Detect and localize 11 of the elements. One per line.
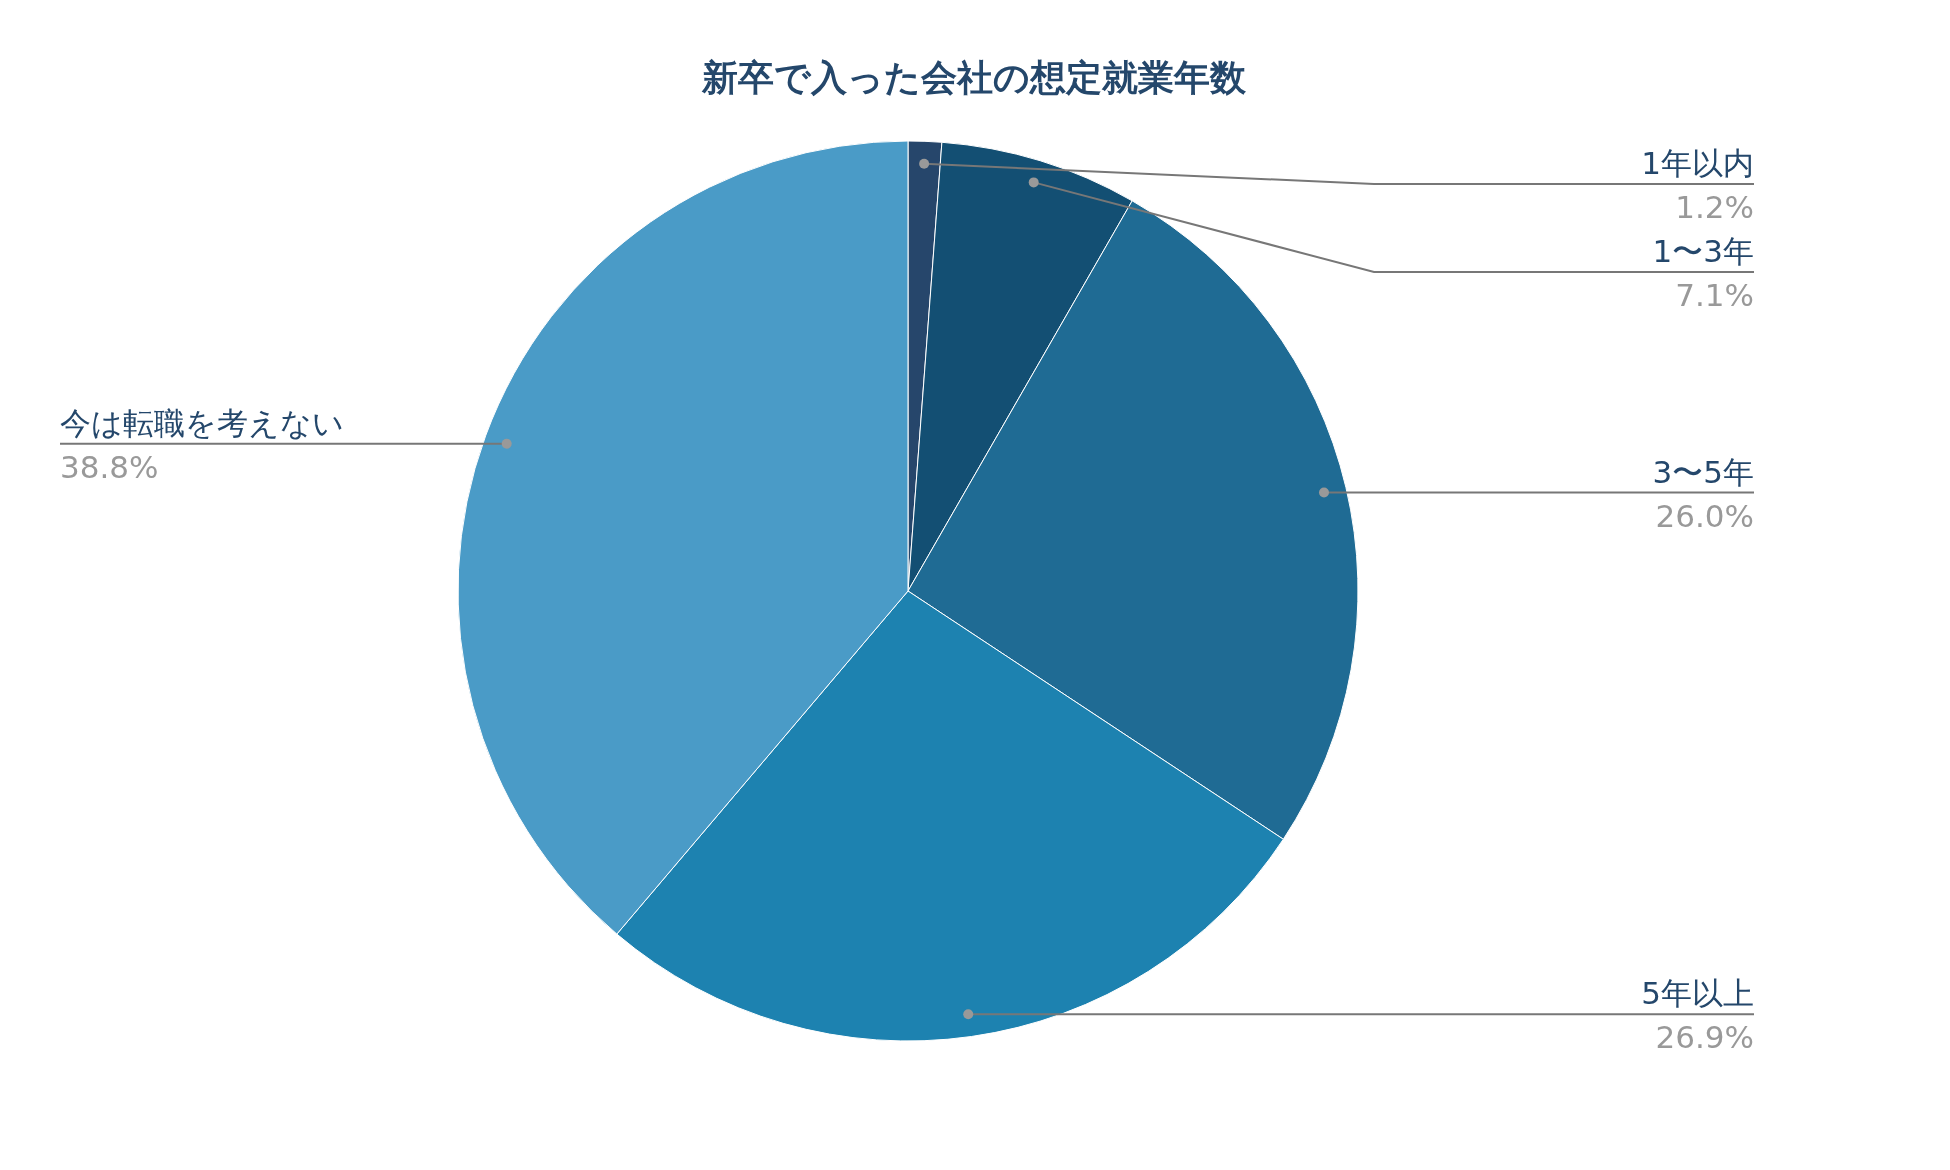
- slice-label: 1〜3年: [1652, 233, 1754, 269]
- slice-label: 5年以上: [1641, 975, 1754, 1012]
- slice-label: 1年以内: [1641, 145, 1754, 181]
- slice-label: 3〜5年: [1652, 453, 1754, 490]
- data-label: 1.2%: [1675, 189, 1754, 225]
- data-label: 7.1%: [1675, 277, 1754, 313]
- chart-title: 新卒で入った会社の想定就業年数: [701, 57, 1247, 98]
- data-label: 26.0%: [1655, 497, 1754, 534]
- slice-label: 今は転職を考えない: [60, 404, 344, 441]
- data-label: 38.8%: [60, 448, 159, 485]
- data-label: 26.9%: [1655, 1019, 1754, 1056]
